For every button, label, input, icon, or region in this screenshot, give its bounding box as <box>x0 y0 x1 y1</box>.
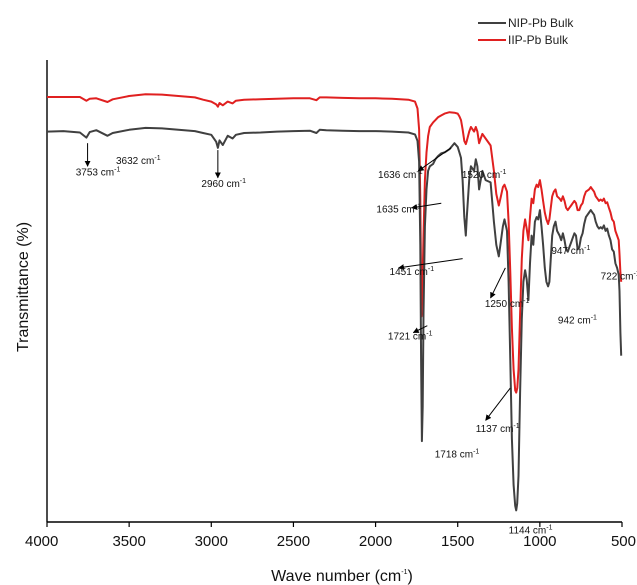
x-tick-label: 3000 <box>195 533 228 550</box>
annotation-label: 2960 cm-1 <box>201 178 246 190</box>
annotation-label: 1144 cm-1 <box>509 525 553 537</box>
legend: NIP-Pb Bulk IIP-Pb Bulk <box>478 16 574 47</box>
x-tick-label: 3500 <box>112 533 145 550</box>
annotation-label: 1635 cm-1 <box>376 203 421 215</box>
x-axis-title: Wave number (cm-1) <box>271 568 413 585</box>
annotation-label: 1718 cm-1 <box>435 448 480 460</box>
annotation-label: 1636 cm-1 <box>378 169 423 181</box>
series-layer <box>46 93 623 512</box>
annotation-label: 1451 cm-1 <box>390 266 435 278</box>
series-line-nip-pb-bulk <box>46 126 623 512</box>
x-tick-label: 500 <box>611 533 636 550</box>
legend-label-iip: IIP-Pb Bulk <box>508 33 569 47</box>
annotation-label: 947 cm-1 <box>551 245 590 257</box>
x-axis-ticks: 4000 3500 3000 2500 2000 1500 1000 500 <box>25 522 636 550</box>
annotation-arrow <box>397 258 463 271</box>
annotation-arrow <box>490 267 506 299</box>
series-line-iip-pb-bulk <box>47 93 623 394</box>
annotation-label: 1721 cm-1 <box>388 331 433 343</box>
annotation-label: 3632 cm-1 <box>116 155 161 167</box>
annotation-arrow <box>412 325 428 334</box>
x-tick-label: 4000 <box>25 533 58 550</box>
annotation-label: 722 cm-1 <box>601 270 637 282</box>
annotation-label: 1137 cm-1 <box>476 423 520 435</box>
x-tick-label: 1000 <box>523 533 556 550</box>
x-tick-label: 2000 <box>359 533 392 550</box>
annotation-arrow <box>417 147 452 172</box>
annotation-arrow <box>485 387 511 421</box>
x-tick-label: 2500 <box>277 533 310 550</box>
annotation-label: 1250 cm-1 <box>485 298 530 310</box>
annotation-label: 942 cm-1 <box>558 314 597 326</box>
annotation-label: 3753 cm-1 <box>76 167 121 179</box>
x-tick-label: 1500 <box>441 533 474 550</box>
legend-label-nip: NIP-Pb Bulk <box>508 16 574 30</box>
y-axis-title: Transmittance (%) <box>15 222 32 352</box>
annotation-arrow <box>411 202 442 210</box>
annotation-label: 1520 cm-1 <box>462 169 507 181</box>
